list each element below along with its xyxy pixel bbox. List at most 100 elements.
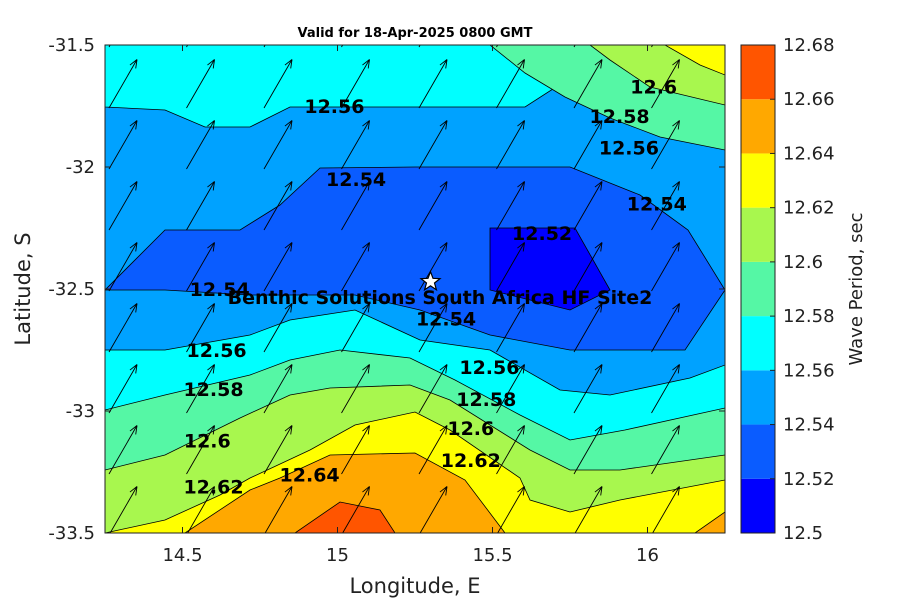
direction-arrow — [573, 45, 576, 48]
chart-title: Valid for 18-Apr-2025 0800 GMT — [298, 26, 533, 41]
colorbar-tick-label: 12.68 — [783, 35, 835, 56]
direction-arrow — [108, 59, 138, 109]
direction-arrow — [651, 425, 680, 475]
direction-arrow — [573, 364, 603, 414]
contour-label: 12.54 — [326, 169, 386, 191]
contour-labels: 12.56 12.54 12.52 12.6 12.58 12.56 12.54 12.54 1… — [183, 76, 686, 498]
y-tick-label: -33 — [66, 401, 95, 422]
direction-arrow — [263, 120, 293, 170]
direction-arrow — [186, 120, 215, 170]
y-axis: -31.5 -32 -32.5 -33 -33.5 — [48, 35, 725, 544]
contour-label: 12.56 — [304, 96, 364, 118]
direction-arrow — [108, 425, 138, 475]
direction-arrow — [108, 303, 138, 353]
direction-arrow — [108, 242, 138, 292]
colorbar: 12.68 12.66 12.64 12.62 12.6 12.58 12.56 12.54 1… — [740, 35, 835, 544]
direction-arrow — [263, 45, 266, 48]
y-axis-label: Latitude, S — [11, 232, 35, 345]
direction-arrow — [186, 364, 215, 414]
direction-arrow — [573, 181, 603, 231]
colorbar-tick-label: 12.5 — [783, 523, 823, 544]
x-tick-label: 15.5 — [472, 545, 512, 566]
direction-arrow — [186, 303, 215, 353]
direction-arrow — [186, 181, 215, 231]
direction-arrow — [496, 242, 525, 292]
direction-arrow — [496, 59, 525, 109]
direction-arrow — [573, 120, 603, 170]
direction-arrow — [573, 425, 603, 475]
contour-label: 12.6 — [184, 430, 231, 452]
contour-label: 12.6 — [630, 76, 677, 98]
x-axis-label: Longitude, E — [349, 574, 480, 598]
direction-arrow — [186, 242, 215, 292]
direction-arrow — [651, 59, 680, 109]
direction-arrow — [341, 303, 370, 353]
x-axis: 14.5 15 15.5 16 — [162, 45, 659, 566]
direction-arrow — [729, 0, 757, 47]
direction-arrow — [573, 242, 603, 292]
direction-arrow — [497, 486, 525, 533]
direction-arrow — [108, 120, 138, 170]
direction-arrow — [496, 425, 525, 475]
direction-arrow — [341, 364, 370, 414]
direction-arrow — [573, 59, 603, 109]
direction-arrow — [418, 425, 448, 475]
direction-arrow — [186, 425, 215, 475]
y-tick-label: -32 — [66, 157, 95, 178]
direction-arrow — [341, 59, 370, 109]
colorbar-tick-label: 12.64 — [783, 143, 835, 164]
y-tick-label: -31.5 — [48, 35, 95, 56]
direction-arrow — [186, 59, 215, 109]
colorbar-swatch — [741, 316, 775, 371]
x-tick-label: 16 — [636, 545, 659, 566]
contour-label: 12.62 — [441, 450, 501, 472]
contour-label: 12.58 — [456, 389, 516, 411]
direction-arrow — [651, 120, 680, 170]
colorbar-tick-label: 12.62 — [783, 198, 835, 219]
colorbar-swatch — [741, 424, 775, 479]
x-tick-label: 14.5 — [162, 545, 202, 566]
region-12.5-12.52 — [489, 227, 611, 311]
wave-direction-arrows — [108, 0, 757, 533]
direction-arrow — [263, 364, 293, 414]
direction-arrow — [108, 45, 111, 48]
direction-arrow — [263, 242, 293, 292]
colorbar-swatch — [741, 207, 775, 262]
colorbar-tick-label: 12.6 — [783, 252, 823, 273]
direction-arrow — [341, 242, 370, 292]
direction-arrow — [108, 181, 138, 231]
colorbar-tick-label: 12.56 — [783, 360, 835, 381]
direction-arrow — [108, 364, 138, 414]
direction-arrow — [418, 181, 448, 231]
contour-label: 12.6 — [447, 418, 494, 440]
plot-area — [105, 0, 757, 533]
contour-label: 12.56 — [459, 357, 519, 379]
direction-arrow — [418, 242, 448, 292]
x-tick-label: 15 — [326, 545, 349, 566]
direction-arrow — [418, 303, 448, 353]
direction-arrow — [651, 242, 680, 292]
y-tick-label: -32.5 — [48, 279, 95, 300]
direction-arrow — [341, 120, 370, 170]
site-label: Benthic Solutions South Africa HF Site2 — [228, 287, 653, 309]
direction-arrow — [651, 303, 680, 353]
colorbar-tick-label: 12.58 — [783, 306, 835, 327]
region-12.62-12.64-top — [664, 45, 725, 76]
direction-arrow — [573, 303, 603, 353]
colorbar-swatch — [741, 370, 775, 425]
direction-arrow — [496, 303, 525, 353]
y-tick-label: -33.5 — [48, 523, 95, 544]
direction-arrow — [651, 364, 680, 414]
site-star-icon — [419, 270, 442, 292]
colorbar-tick-label: 12.54 — [783, 415, 835, 436]
direction-arrow — [651, 45, 654, 48]
colorbar-label: Wave Period, sec — [846, 212, 867, 365]
direction-arrow — [418, 120, 448, 170]
region-12.64-12.66-corner — [694, 511, 725, 533]
direction-arrow — [652, 486, 680, 533]
contour-label: 12.58 — [590, 106, 650, 128]
direction-arrow — [109, 486, 138, 533]
direction-arrow — [496, 120, 525, 170]
colorbar-swatch — [741, 153, 775, 208]
